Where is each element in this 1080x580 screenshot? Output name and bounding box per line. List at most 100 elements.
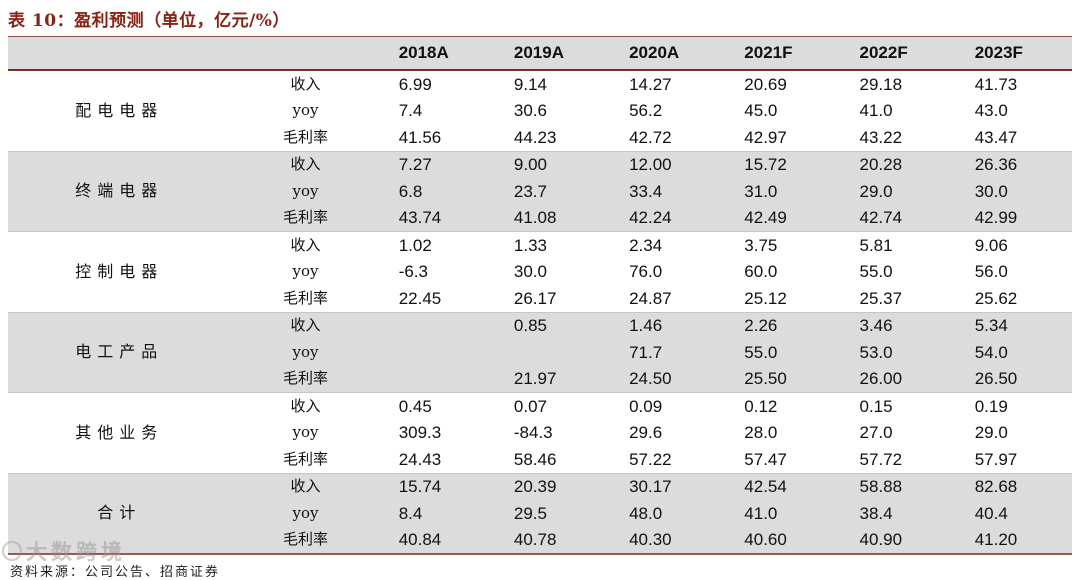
metric-label: 毛利率 <box>283 288 329 307</box>
table-cell: 0.12 <box>726 392 842 420</box>
table-cell: 57.22 <box>629 449 672 469</box>
table-cell: 30.17 <box>611 472 727 500</box>
table-cell: 55.0 <box>859 262 893 282</box>
segment-label: 控制电器 <box>8 231 231 312</box>
table-cell <box>381 339 496 366</box>
table-row: 合计 收入 15.74 20.39 30.17 42.54 58.88 82.68 <box>8 472 1072 554</box>
table-cell: 41.0 <box>859 101 893 121</box>
table-cell: 15.74 <box>380 472 496 500</box>
year-column-header: 2018A <box>380 36 496 71</box>
table-cell: -6.3 <box>398 262 428 282</box>
year-column-header: 2023F <box>956 36 1072 71</box>
table-cell: 1.33 <box>495 231 612 259</box>
table-cell: 40.78 <box>513 530 557 550</box>
table-cell: 57.72 <box>859 449 903 469</box>
table-cell: 56.0 <box>974 262 1008 282</box>
metric-label: yoy <box>292 262 319 281</box>
metric-col-spacer <box>230 36 381 71</box>
table-cell: 30.6 <box>513 101 547 121</box>
table-cell: 24.87 <box>629 288 672 308</box>
segment-label: 电工产品 <box>8 311 231 393</box>
table-cell: 56.2 <box>629 101 663 121</box>
table-cell: 43.0 <box>974 101 1008 121</box>
source-note: 资料来源：公司公告、招商证券 <box>10 565 221 580</box>
table-cell: 82.68 <box>956 472 1072 500</box>
table-cell: 41.08 <box>513 208 557 228</box>
table-cell: 2.26 <box>726 311 842 339</box>
table-cell: 26.50 <box>974 369 1018 389</box>
metric-label: yoy <box>292 503 319 522</box>
table-cell: 41.73 <box>974 74 1018 94</box>
table-cell: 20.69 <box>744 74 787 94</box>
table-cell: 7.27 <box>380 150 496 178</box>
table-cell: 45.0 <box>744 101 778 121</box>
table-cell: 28.0 <box>744 423 778 443</box>
table-cell: 26.36 <box>956 150 1072 178</box>
year-column-header: 2020A <box>611 36 727 71</box>
table-cell: -84.3 <box>513 423 553 443</box>
table-cell: 40.4 <box>974 503 1008 523</box>
table-cell <box>380 311 496 339</box>
table-cell <box>381 366 496 393</box>
table-header: 2018A 2019A 2020A 2021F 2022F 2023F <box>8 36 1072 71</box>
table-cell: 42.24 <box>629 208 672 228</box>
table-cell <box>496 339 611 366</box>
table-cell: 25.12 <box>744 288 787 308</box>
profit-forecast-table: 2018A 2019A 2020A 2021F 2022F 2023F 配电电器收入 6.9… <box>8 36 1072 555</box>
table-cell: 30.0 <box>974 181 1008 201</box>
table-cell: 42.72 <box>629 127 672 147</box>
table-cell: 26.17 <box>513 288 557 308</box>
table-cell: 29.6 <box>629 423 663 443</box>
table-row: 配电电器 收入 6.99 9.14 14.27 20.69 29.18 41.73 <box>8 70 1072 118</box>
table-cell: 48.0 <box>629 503 663 523</box>
table-row: 电工产品 收入 0.85 1.46 2.26 3.46 5.34 <box>8 311 1072 393</box>
table-body: 配电电器 收入 6.99 9.14 14.27 20.69 29.18 41.73 yoy 7.4… <box>8 70 1072 554</box>
table-cell: 9.06 <box>956 231 1072 259</box>
table-row: yoy 309.3 -84.3 29.6 28.0 27.0 29.0 <box>8 420 1072 447</box>
table-cell: 26.00 <box>859 369 903 389</box>
table-cell: 29.0 <box>859 181 893 201</box>
table-cell: 25.37 <box>859 288 903 308</box>
table-cell: 1.02 <box>380 231 496 259</box>
table-cell: 12.00 <box>611 150 727 178</box>
table-cell: 5.81 <box>841 231 957 259</box>
table-cell: 5.34 <box>956 311 1072 339</box>
table-row: 控制电器 收入 1.02 1.33 2.34 3.75 5.81 9.06 <box>8 231 1072 312</box>
table-cell: 0.19 <box>956 392 1072 420</box>
table-cell: 76.0 <box>629 262 663 282</box>
table-cell: 6.99 <box>398 74 432 94</box>
metric-label: yoy <box>292 101 319 120</box>
table-cell: 58.46 <box>513 449 557 469</box>
table-cell: 25.62 <box>974 288 1018 308</box>
table-cell: 42.74 <box>859 208 903 228</box>
table-cell: 14.27 <box>629 74 672 94</box>
table-row: 毛利率 24.43 58.46 57.22 57.47 57.72 57.97 <box>8 446 1072 473</box>
table-cell: 42.97 <box>744 127 787 147</box>
table-cell: 44.23 <box>513 127 557 147</box>
table-cell: 3.75 <box>726 231 842 259</box>
year-column-header: 2022F <box>841 36 957 71</box>
segment-label: 其他业务 <box>8 392 231 473</box>
table-cell: 0.09 <box>611 392 727 420</box>
table-cell: 20.39 <box>495 472 612 500</box>
table-cell: 22.45 <box>398 288 442 308</box>
table-cell: 53.0 <box>859 342 893 362</box>
table-cell: 31.0 <box>744 181 778 201</box>
table-cell: 0.07 <box>495 392 612 420</box>
table-row: yoy 7.4 30.6 56.2 45.0 41.0 43.0 <box>8 98 1072 125</box>
table-cell: 8.4 <box>398 503 423 523</box>
table-cell: 20.28 <box>841 150 957 178</box>
table-cell: 43.74 <box>398 208 442 228</box>
table-cell: 2.34 <box>611 231 727 259</box>
segment-label: 配电电器 <box>75 100 164 120</box>
table-cell: 43.22 <box>859 127 903 147</box>
metric-label: yoy <box>292 181 319 200</box>
table-cell: 9.14 <box>513 74 547 94</box>
metric-label: 收入 <box>230 392 381 420</box>
segment-label: 合计 <box>8 472 231 554</box>
table-cell: 29.0 <box>974 423 1008 443</box>
table-cell: 0.45 <box>380 392 496 420</box>
table-cell: 57.47 <box>744 449 787 469</box>
table-cell: 33.4 <box>629 181 663 201</box>
table-cell: 3.46 <box>841 311 957 339</box>
